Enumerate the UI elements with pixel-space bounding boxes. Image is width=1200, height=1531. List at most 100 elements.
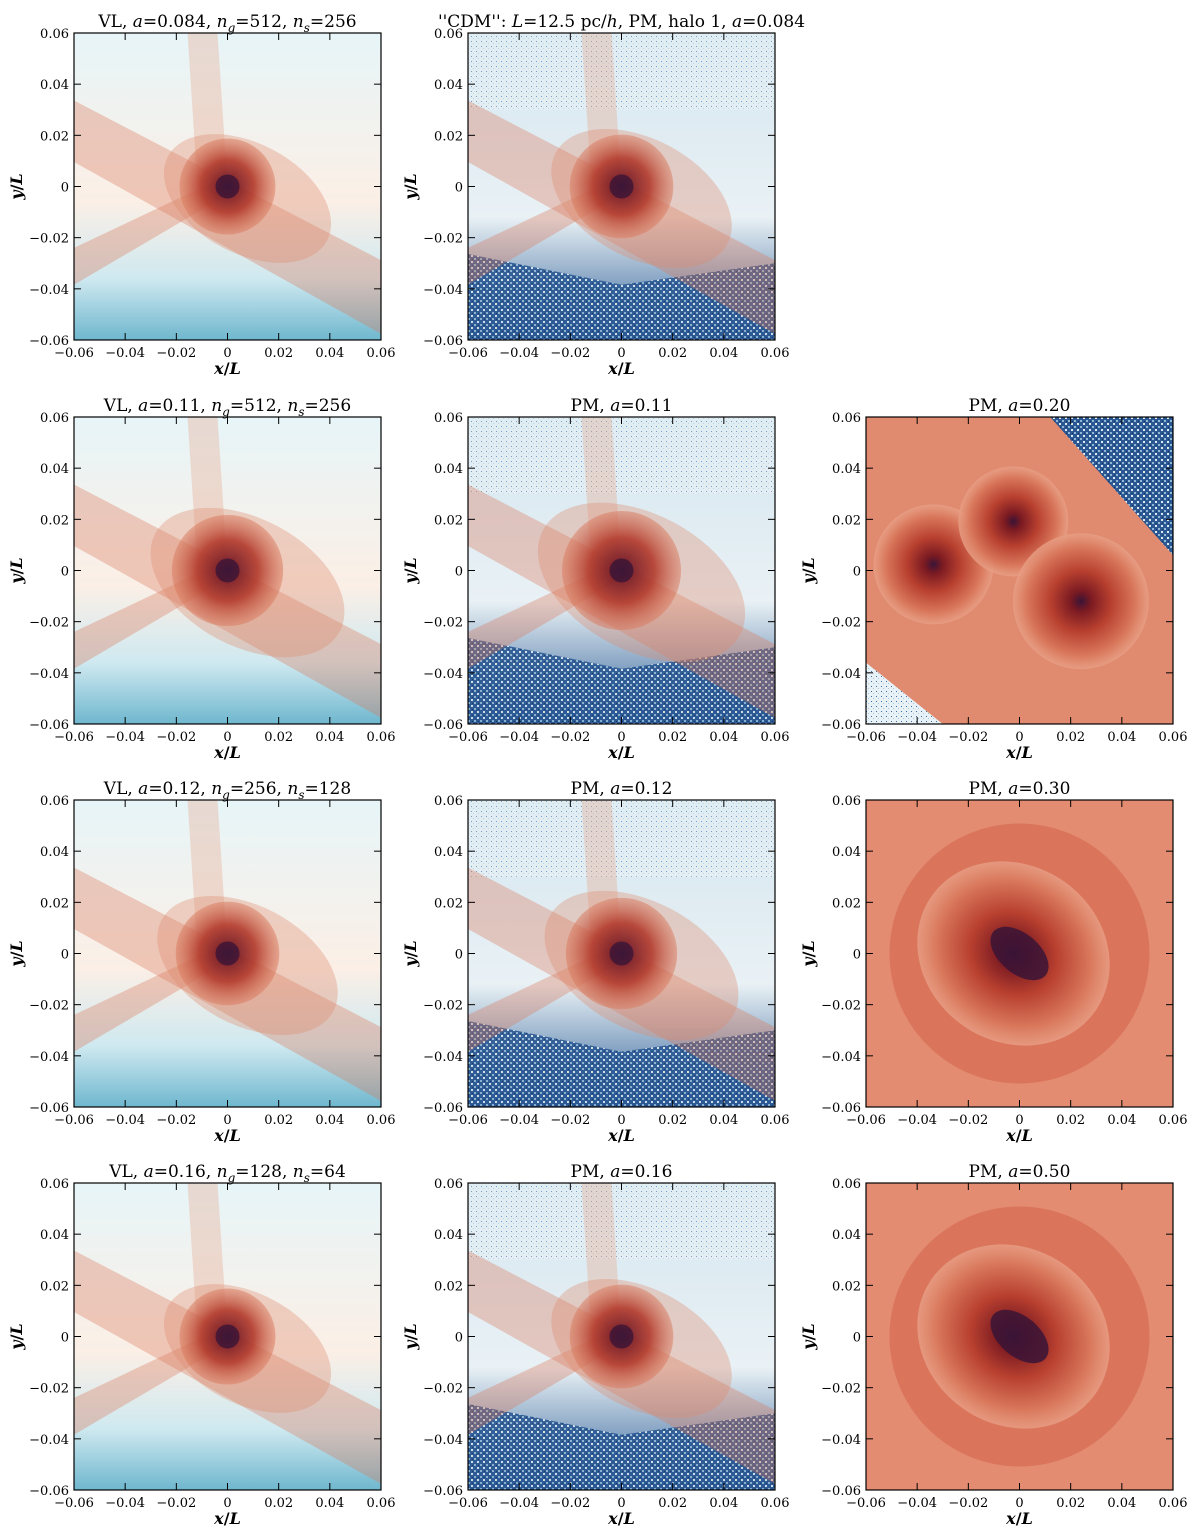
x-tick-label: 0.04 [315, 1113, 344, 1128]
y-tick-label: 0.04 [434, 1228, 463, 1243]
x-tick-label: −0.04 [897, 730, 937, 745]
density-map [468, 800, 775, 1107]
panel-title: VL, a=0.084, ng=512, ns=256 [97, 12, 356, 35]
x-tick-label: −0.02 [550, 730, 590, 745]
x-tick-label: −0.02 [550, 1496, 590, 1511]
y-tick-label: 0.06 [40, 411, 69, 426]
x-tick-label: 0 [617, 1496, 625, 1511]
y-tick-label: 0.04 [434, 845, 463, 860]
density-map [74, 800, 381, 1107]
x-axis-label: x/L [607, 743, 635, 762]
y-tick-label: −0.04 [29, 283, 69, 298]
x-tick-label: 0.04 [315, 1496, 344, 1511]
y-tick-label: 0 [61, 181, 69, 196]
panel-pm-a012: −0.06−0.06 −0.04 −0.04 −0.02 −0.02 0 0 0.02 0.02… [401, 779, 789, 1145]
panel-title: PM, a=0.30 [969, 779, 1071, 799]
x-tick-label: −0.02 [156, 730, 196, 745]
y-tick-label: −0.02 [821, 1382, 861, 1397]
y-tick-label: −0.06 [423, 334, 463, 349]
x-tick-label: −0.06 [846, 730, 886, 745]
x-tick-label: 0 [1015, 730, 1023, 745]
y-tick-label: 0.02 [40, 1279, 69, 1294]
panel-pm-a011: −0.06−0.06 −0.04 −0.04 −0.02 −0.02 0 0 0.02 0.02… [401, 396, 789, 762]
x-tick-label: 0.02 [658, 1496, 687, 1511]
x-axis-label: x/L [1005, 1509, 1033, 1528]
x-tick-label: 0.04 [709, 346, 738, 361]
panel-pm-a020: −0.06−0.06 −0.04 −0.04 −0.02 −0.02 0 0 0.02 0.02… [799, 396, 1187, 762]
y-tick-label: 0.04 [832, 845, 861, 860]
x-tick-label: −0.02 [156, 346, 196, 361]
y-tick-label: 0.02 [832, 513, 861, 528]
x-tick-label: 0.02 [658, 1113, 687, 1128]
y-tick-label: −0.06 [821, 718, 861, 733]
x-tick-label: 0.06 [1159, 730, 1188, 745]
y-tick-label: 0.04 [832, 1228, 861, 1243]
x-tick-label: 0 [223, 730, 231, 745]
x-tick-label: 0.04 [315, 346, 344, 361]
x-tick-label: 0 [617, 346, 625, 361]
y-tick-label: 0.02 [434, 896, 463, 911]
panel-vl-a012: −0.06−0.06 −0.04 −0.04 −0.02 −0.02 0 0 0.02 0.02… [7, 779, 395, 1145]
y-tick-label: 0 [853, 565, 861, 580]
y-tick-label: −0.06 [821, 1101, 861, 1116]
x-tick-label: −0.06 [846, 1113, 886, 1128]
x-tick-label: −0.06 [54, 730, 94, 745]
x-tick-label: −0.04 [499, 1113, 539, 1128]
y-tick-label: 0.06 [434, 411, 463, 426]
panel-pm-a016: −0.06−0.06 −0.04 −0.04 −0.02 −0.02 0 0 0.02 0.02… [401, 1162, 789, 1528]
y-tick-label: 0.02 [832, 896, 861, 911]
x-tick-label: −0.06 [54, 1113, 94, 1128]
y-axis-label: y/L [401, 557, 420, 584]
y-tick-label: −0.04 [29, 667, 69, 682]
y-tick-label: −0.02 [423, 232, 463, 247]
y-tick-label: 0 [455, 181, 463, 196]
x-tick-label: 0.02 [658, 730, 687, 745]
y-tick-label: 0.04 [832, 462, 861, 477]
y-tick-label: −0.02 [423, 616, 463, 631]
y-tick-label: 0 [455, 565, 463, 580]
y-tick-label: 0.02 [832, 1279, 861, 1294]
density-map [866, 417, 1173, 724]
x-tick-label: 0 [223, 346, 231, 361]
x-tick-label: 0.06 [761, 1113, 790, 1128]
y-tick-label: −0.02 [29, 999, 69, 1014]
y-tick-label: −0.06 [29, 718, 69, 733]
y-axis-label: y/L [7, 940, 26, 967]
y-tick-label: −0.06 [423, 718, 463, 733]
y-tick-label: 0 [61, 565, 69, 580]
panel-pm-a050: −0.06−0.06 −0.04 −0.04 −0.02 −0.02 0 0 0.02 0.02… [799, 1162, 1187, 1528]
x-tick-label: 0.04 [1107, 1496, 1136, 1511]
y-tick-label: −0.02 [29, 616, 69, 631]
y-axis-label: y/L [799, 1323, 818, 1350]
x-tick-label: 0.04 [315, 730, 344, 745]
y-tick-label: 0.06 [832, 1177, 861, 1192]
panel-title: PM, a=0.50 [969, 1162, 1071, 1182]
x-tick-label: 0.04 [709, 730, 738, 745]
x-tick-label: 0 [223, 1496, 231, 1511]
x-tick-label: −0.02 [156, 1496, 196, 1511]
panel-title: PM, a=0.11 [571, 396, 673, 416]
panel-title: PM, a=0.20 [969, 396, 1071, 416]
y-tick-label: −0.02 [821, 616, 861, 631]
x-tick-label: −0.04 [499, 346, 539, 361]
y-axis-label: y/L [7, 557, 26, 584]
y-tick-label: 0.04 [40, 845, 69, 860]
x-tick-label: 0.06 [1159, 1113, 1188, 1128]
y-tick-label: −0.06 [29, 1484, 69, 1499]
x-tick-label: 0 [1015, 1496, 1023, 1511]
density-map [74, 33, 381, 340]
y-tick-label: 0.06 [434, 794, 463, 809]
y-tick-label: −0.02 [423, 1382, 463, 1397]
y-tick-label: 0.06 [40, 794, 69, 809]
y-tick-label: −0.02 [821, 999, 861, 1014]
panel-title: PM, a=0.12 [571, 779, 673, 799]
panel-vl-a016: −0.06−0.06 −0.04 −0.04 −0.02 −0.02 0 0 0.02 0.02… [7, 1162, 395, 1528]
x-tick-label: 0.02 [1056, 730, 1085, 745]
panel-pm-a030: −0.06−0.06 −0.04 −0.04 −0.02 −0.02 0 0 0.02 0.02… [799, 779, 1187, 1145]
y-tick-label: −0.04 [423, 1050, 463, 1065]
y-axis-label: y/L [401, 1323, 420, 1350]
x-tick-label: 0.06 [761, 730, 790, 745]
x-tick-label: −0.02 [550, 346, 590, 361]
x-tick-label: −0.06 [448, 730, 488, 745]
density-map [866, 1183, 1173, 1490]
